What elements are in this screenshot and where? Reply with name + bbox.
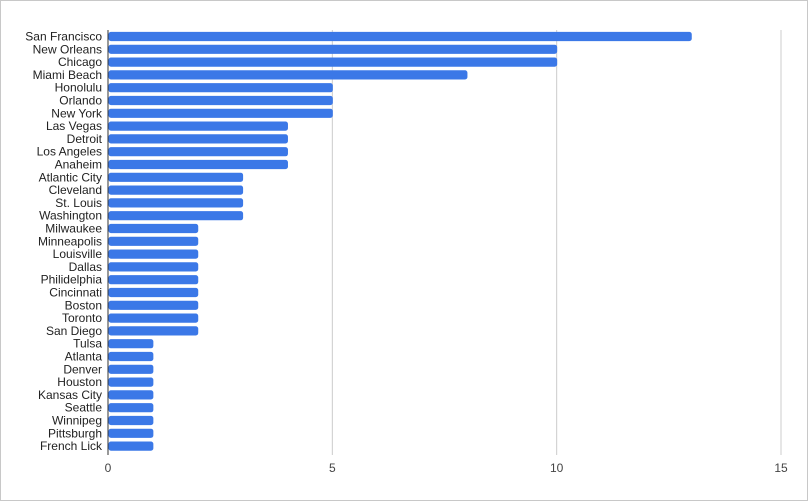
- category-label: Louisville: [53, 247, 103, 261]
- x-tick-label: 15: [774, 461, 788, 475]
- x-tick-label: 0: [105, 461, 112, 475]
- category-label: San Diego: [46, 324, 102, 338]
- category-label: Winnipeg: [52, 414, 102, 428]
- bar: [108, 275, 199, 285]
- gridlines: [331, 30, 782, 455]
- bar: [108, 377, 154, 387]
- category-label: Los Angeles: [37, 145, 102, 159]
- category-label: Honolulu: [55, 81, 102, 95]
- category-label: Seattle: [65, 401, 103, 415]
- bar: [108, 185, 244, 195]
- bar: [108, 249, 199, 259]
- bar: [108, 236, 199, 246]
- category-label: Miami Beach: [33, 68, 102, 82]
- bar: [108, 300, 199, 310]
- bar: [108, 31, 692, 42]
- category-label: Philidelphia: [41, 273, 103, 287]
- bar: [108, 415, 154, 426]
- x-axis-ticks: 0 5 10 15: [105, 461, 788, 475]
- bar: [108, 351, 154, 362]
- category-label: Dallas: [69, 260, 102, 274]
- category-label: Milwaukee: [45, 222, 102, 236]
- bar: [108, 44, 558, 54]
- bar: [108, 403, 154, 413]
- category-label: Detroit: [67, 132, 103, 146]
- bar: [108, 159, 288, 170]
- bars: [108, 31, 692, 451]
- category-label: Atlanta: [65, 350, 103, 364]
- bar: [108, 83, 333, 93]
- category-label: French Lick: [40, 439, 103, 453]
- bar: [108, 70, 468, 80]
- category-label: Cincinnati: [49, 286, 102, 300]
- category-label: Toronto: [62, 311, 102, 325]
- bar: [108, 262, 199, 272]
- category-label: St. Louis: [55, 196, 102, 210]
- bar: [108, 428, 154, 438]
- bar: [108, 313, 199, 323]
- category-label: Las Vegas: [46, 119, 102, 133]
- bar: [108, 121, 288, 131]
- x-tick-label: 10: [550, 461, 564, 475]
- category-label: Minneapolis: [38, 234, 102, 248]
- category-label: New York: [51, 106, 103, 120]
- bar: [108, 364, 154, 374]
- bar: [108, 172, 244, 182]
- category-label: Cleveland: [49, 183, 102, 197]
- x-tick-label: 5: [329, 461, 336, 475]
- bar: [108, 339, 154, 349]
- category-label: Boston: [65, 298, 102, 312]
- category-label: Atlantic City: [39, 170, 102, 184]
- bar: [108, 326, 199, 336]
- category-label: Houston: [57, 375, 102, 389]
- bar: [108, 390, 154, 400]
- category-label: Tulsa: [73, 337, 102, 351]
- bar: [108, 108, 333, 118]
- bar: [108, 441, 154, 451]
- bar: [108, 198, 244, 208]
- bar: [108, 287, 199, 298]
- category-label: Chicago: [58, 55, 102, 69]
- bar: [108, 211, 244, 221]
- bar: [108, 134, 288, 144]
- category-label: Anaheim: [55, 158, 102, 172]
- bar: [108, 223, 199, 234]
- category-label: Washington: [39, 209, 102, 223]
- category-label: Denver: [63, 362, 102, 376]
- category-label: New Orleans: [33, 42, 102, 56]
- bar: [108, 95, 333, 106]
- bar: [108, 147, 288, 157]
- category-label: Kansas City: [38, 388, 102, 402]
- category-label: Pittsburgh: [48, 426, 102, 440]
- category-label: Orlando: [59, 94, 102, 108]
- bar: [108, 57, 558, 67]
- category-label: San Francisco: [25, 30, 102, 44]
